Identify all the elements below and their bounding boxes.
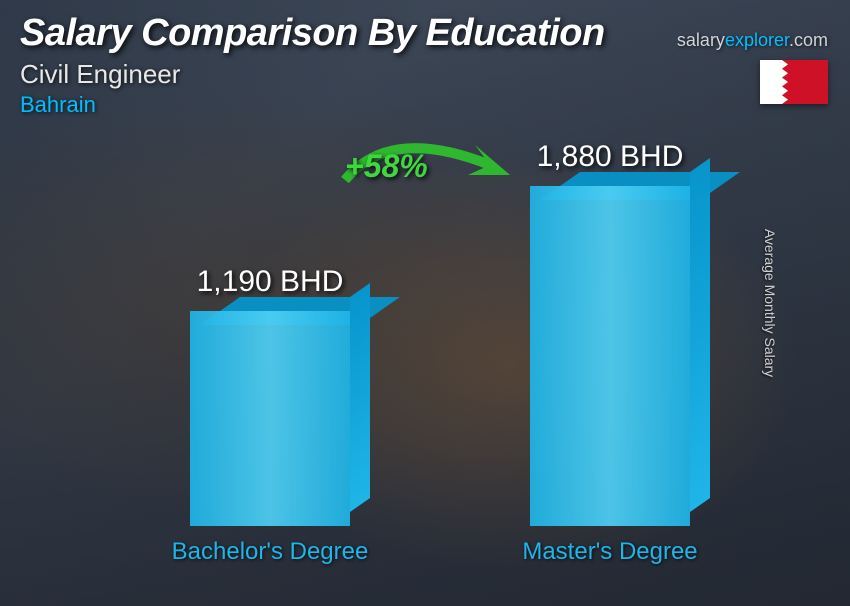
- page-title: Salary Comparison By Education: [20, 12, 605, 55]
- bar-3d: [190, 311, 350, 526]
- brand-part3: .com: [789, 30, 828, 50]
- bar-side-face: [690, 158, 710, 512]
- page-location: Bahrain: [20, 92, 605, 118]
- flag-white: [760, 60, 788, 104]
- bar-front-face: [530, 186, 690, 526]
- bar-side-face: [350, 283, 370, 512]
- brand-part1: salary: [677, 30, 725, 50]
- page-subtitle: Civil Engineer: [20, 59, 605, 90]
- bar-3d: [530, 186, 690, 526]
- bar-front-face: [190, 311, 350, 526]
- delta-value: +58%: [345, 148, 428, 185]
- brand-logo: salaryexplorer.com: [677, 30, 828, 51]
- brand-part2: explorer: [725, 30, 789, 50]
- header: Salary Comparison By Education Civil Eng…: [20, 12, 605, 118]
- y-axis-label: Average Monthly Salary: [762, 229, 778, 377]
- bahrain-flag-icon: [760, 60, 828, 104]
- bar-category-label: Bachelor's Degree: [130, 538, 410, 566]
- percentage-increase: +58%: [345, 148, 428, 185]
- bar-bachelors: 1,190 BHD Bachelor's Degree: [130, 265, 410, 566]
- bar-category-label: Master's Degree: [470, 538, 750, 566]
